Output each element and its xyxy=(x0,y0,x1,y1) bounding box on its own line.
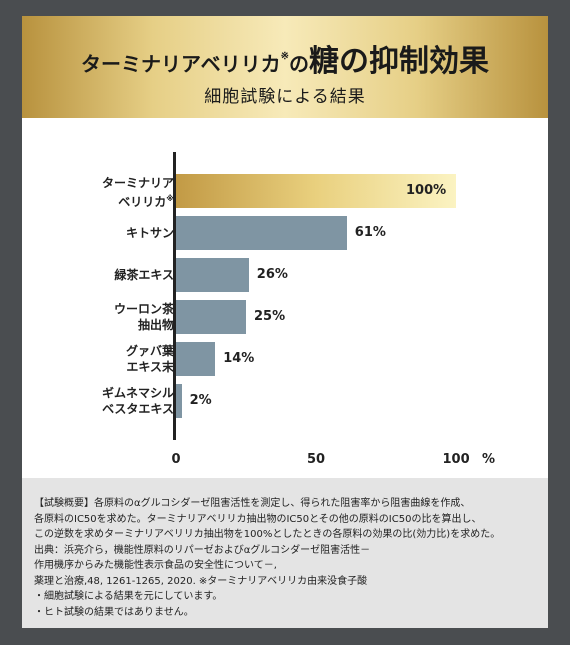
data-label: 14% xyxy=(223,351,255,366)
note-line: 【試験概要】各原料のαグルコシダーゼ阻害活性を測定し、得られた阻害率から阻害曲線… xyxy=(34,498,471,509)
note-line: 作用機序からみた機能性表示食品の安全性について－, xyxy=(34,560,277,571)
bar xyxy=(176,300,246,334)
note-line: この逆数を求めターミナリアベリリカ抽出物を100%としたときの各原料の効果の比(… xyxy=(34,529,501,540)
category-label: ターミナリア ベリリカ※ xyxy=(101,176,174,209)
title-banner: ターミナリアベリリカ※の糖の抑制効果 細胞試験による結果 xyxy=(22,16,548,118)
bar xyxy=(176,216,347,250)
note-line: ・ヒト試験の結果ではありません。 xyxy=(34,606,194,618)
title-product: ターミナリアベリリカ xyxy=(81,52,281,76)
title-main: 糖の抑制効果 xyxy=(309,44,489,79)
bar xyxy=(176,342,216,376)
title-footnote-mark: ※ xyxy=(280,51,289,62)
x-tick-label: 50 xyxy=(307,452,326,467)
test-notes: 【試験概要】各原料のαグルコシダーゼ阻害活性を測定し、得られた阻害率から阻害曲線… xyxy=(22,478,548,628)
bar xyxy=(176,258,249,292)
data-label: 25% xyxy=(254,309,286,324)
data-label: 100% xyxy=(406,183,447,198)
y-axis-line xyxy=(173,152,176,440)
category-label: キトサン xyxy=(125,226,174,240)
x-axis-unit: % xyxy=(482,452,496,467)
note-line: 出典：浜亮介ら，機能性原料のリパーゼおよびαグルコシダーゼ阻害活性－ xyxy=(34,544,371,556)
data-label: 26% xyxy=(256,267,288,282)
bar xyxy=(176,174,456,208)
page-title: ターミナリアベリリカ※の糖の抑制効果 xyxy=(22,36,548,80)
category-label: グァバ葉 エキス末 xyxy=(125,344,174,374)
page-subtitle: 細胞試験による結果 xyxy=(204,87,366,107)
data-label: 2% xyxy=(189,393,212,408)
title-particle: の xyxy=(289,52,309,76)
x-tick-label: 100 xyxy=(442,452,470,467)
note-line: 各原料のIC50を求めた。ターミナリアベリリカ抽出物のIC50とその他の原料のI… xyxy=(34,513,482,525)
category-label: ウーロン茶 抽出物 xyxy=(113,302,174,332)
x-tick-label: 0 xyxy=(171,452,181,467)
note-line: ・細胞試験による結果を元にしています。 xyxy=(34,591,223,602)
category-label: ギムネマシル ベスタエキス xyxy=(101,386,174,416)
infographic-card: ターミナリアベリリカ※の糖の抑制効果 細胞試験による結果 ターミナリア ベリリカ※… xyxy=(22,16,548,628)
data-label: 61% xyxy=(354,225,386,240)
note-line: 薬理と治療,48, 1261-1265, 2020. ※ターミナリアベリリカ由来… xyxy=(34,575,368,587)
category-label: 緑茶エキス xyxy=(114,268,174,282)
bar xyxy=(176,384,182,418)
bar-chart: ターミナリア ベリリカ※ 100% キトサン 61% 緑茶エキス 26% ウーロン茶 抽出物 25… xyxy=(22,118,548,478)
